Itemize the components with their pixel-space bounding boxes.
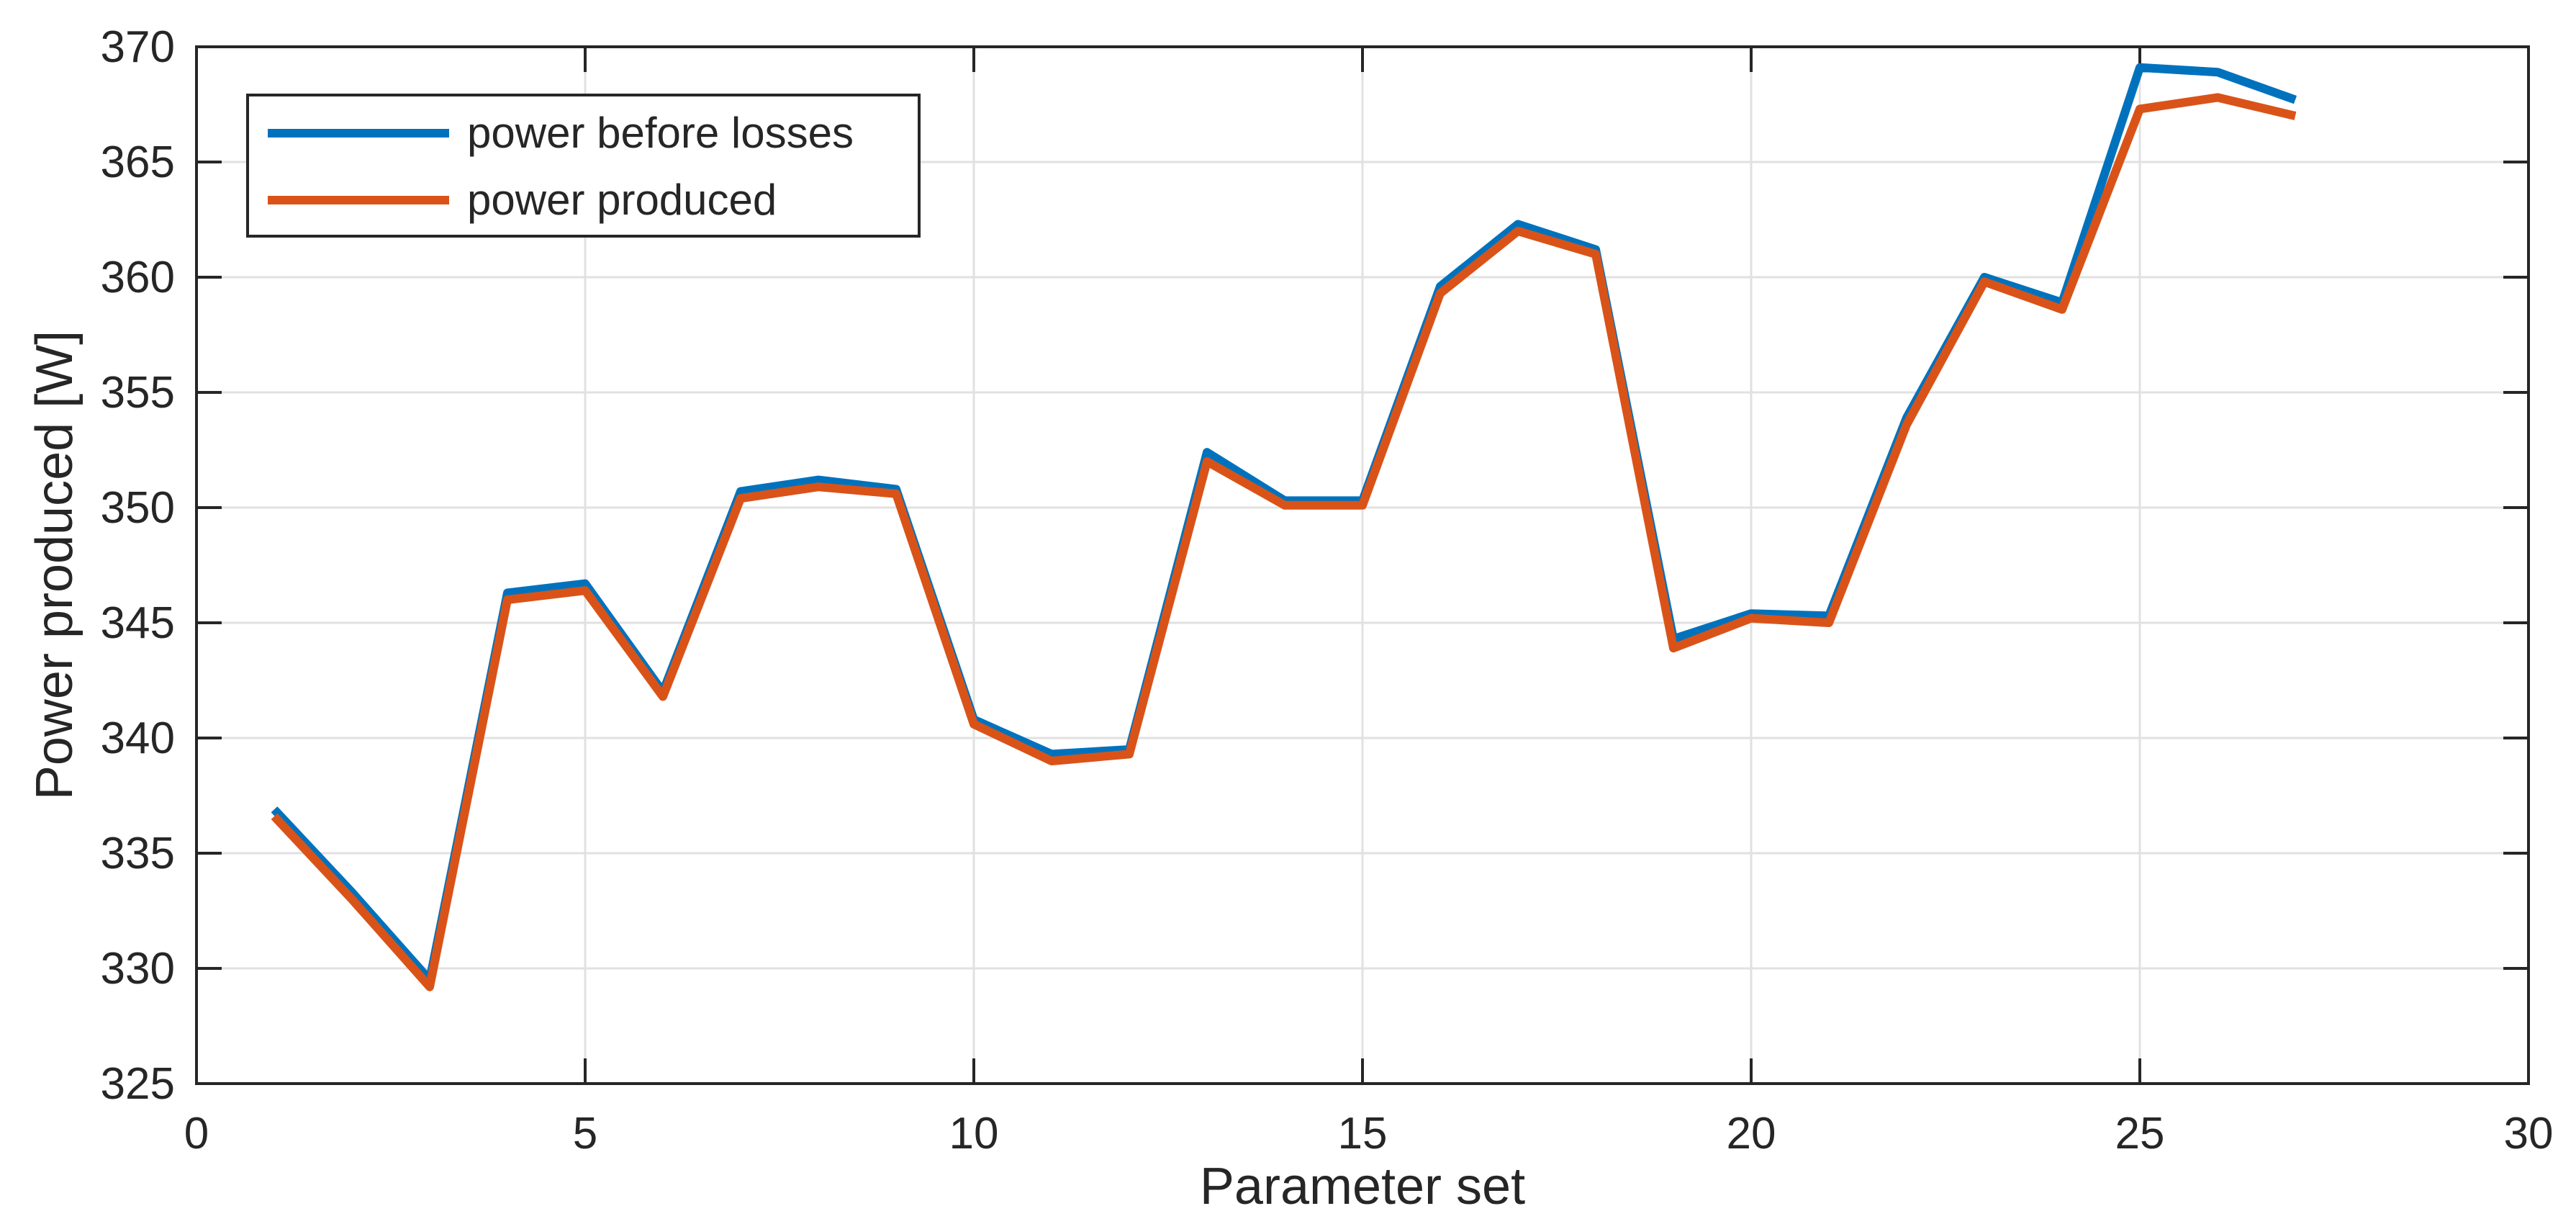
y-tick-label: 365 [101,138,175,187]
legend-label-power-before-losses: power before losses [467,109,854,157]
legend: power before losses power produced [246,94,921,238]
gridlines [196,47,2528,1084]
y-tick-label: 350 [101,483,175,533]
series-line-power-produced [271,93,2297,991]
x-tick-label: 15 [1338,1109,1388,1158]
y-tick-label: 345 [101,598,175,648]
x-tick-labels: 0 5 10 15 20 25 30 [184,1109,2554,1158]
legend-label-power-produced: power produced [467,176,777,224]
x-tick-label: 30 [2504,1109,2554,1158]
y-axis-title: Power produced [W] [26,330,83,800]
plot-border [195,45,2530,1085]
x-tick-label: 0 [184,1109,209,1158]
y-tick-label: 370 [101,22,175,72]
x-tick-label: 5 [573,1109,597,1158]
x-tick-label: 25 [2115,1109,2165,1158]
y-tick-label: 355 [101,368,175,418]
x-tick-label: 20 [1727,1109,1776,1158]
x-axis-title: Parameter set [1200,1158,1525,1215]
y-tick-label: 340 [101,714,175,763]
y-tick-label: 325 [101,1059,175,1109]
y-tick-label: 360 [101,253,175,302]
y-tick-labels: 325 330 335 340 345 350 355 360 365 370 [101,22,175,1109]
series-lines [271,63,2297,991]
legend-box [246,94,921,238]
x-tick-label: 10 [949,1109,999,1158]
y-tick-label: 330 [101,944,175,994]
y-tick-label: 335 [101,829,175,878]
